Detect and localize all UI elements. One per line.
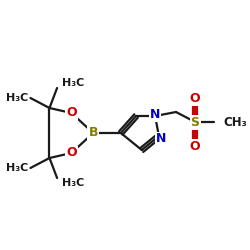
Text: H₃C: H₃C bbox=[62, 178, 84, 188]
Text: N: N bbox=[156, 132, 166, 145]
Text: CH₃: CH₃ bbox=[224, 116, 247, 128]
Text: O: O bbox=[66, 146, 77, 160]
Text: N: N bbox=[150, 108, 160, 120]
Text: O: O bbox=[190, 140, 200, 152]
Text: B: B bbox=[88, 126, 98, 140]
Text: O: O bbox=[66, 106, 77, 120]
Text: S: S bbox=[190, 116, 200, 128]
Text: H₃C: H₃C bbox=[6, 163, 28, 173]
Text: H₃C: H₃C bbox=[6, 93, 28, 103]
Text: O: O bbox=[190, 92, 200, 104]
Text: H₃C: H₃C bbox=[62, 78, 84, 88]
